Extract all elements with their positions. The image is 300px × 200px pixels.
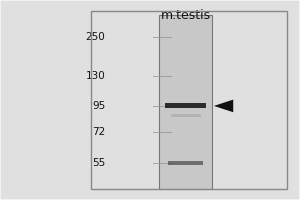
Bar <box>168 161 203 165</box>
Text: 250: 250 <box>86 32 105 42</box>
Bar <box>159 15 212 189</box>
Bar <box>165 103 206 108</box>
Polygon shape <box>214 100 233 112</box>
Text: m.testis: m.testis <box>160 9 211 22</box>
Text: 130: 130 <box>86 71 105 81</box>
Bar <box>91 11 287 189</box>
Text: 72: 72 <box>92 127 105 137</box>
Text: 95: 95 <box>92 101 105 111</box>
Bar <box>171 114 200 117</box>
Text: 55: 55 <box>92 158 105 168</box>
